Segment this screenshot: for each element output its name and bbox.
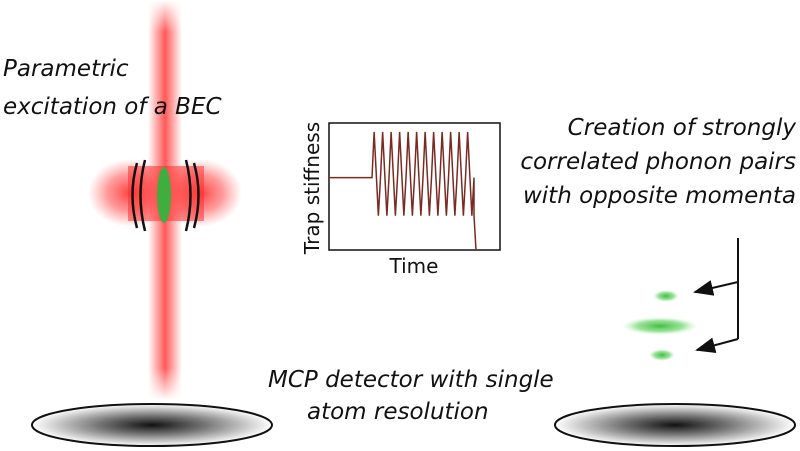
plot-xlabel: Time bbox=[389, 254, 439, 278]
label-parametric-line2: excitation of a BEC bbox=[3, 94, 222, 120]
bec-atom-cloud bbox=[157, 167, 171, 223]
phonon-pairs bbox=[622, 238, 739, 361]
mcp-detector-left bbox=[31, 403, 273, 447]
mcp-detector-right bbox=[554, 403, 796, 447]
optical-trap bbox=[88, 0, 242, 400]
arrow-to-lower-cloud bbox=[695, 337, 739, 354]
label-creation-line1: Creation of strongly bbox=[567, 115, 796, 141]
arrow-to-upper-cloud bbox=[693, 280, 739, 296]
label-mcp-line1: MCP detector with single bbox=[268, 367, 554, 393]
trap-stiffness-plot: Time Trap stiffness bbox=[300, 122, 501, 278]
label-parametric-line1: Parametric bbox=[3, 56, 129, 82]
trap-modulation-arcs bbox=[131, 159, 200, 232]
label-creation-line3: with opposite momenta bbox=[522, 183, 796, 209]
lower-phonon-cloud bbox=[649, 349, 675, 361]
plot-ylabel: Trap stiffness bbox=[300, 122, 324, 255]
trap-stiffness-curve bbox=[329, 131, 477, 251]
momentum-arrows bbox=[693, 238, 739, 354]
central-condensate-cloud bbox=[622, 317, 698, 335]
label-creation-line2: correlated phonon pairs bbox=[520, 149, 796, 175]
label-mcp-line2: atom resolution bbox=[307, 399, 489, 425]
upper-phonon-cloud bbox=[653, 290, 679, 302]
